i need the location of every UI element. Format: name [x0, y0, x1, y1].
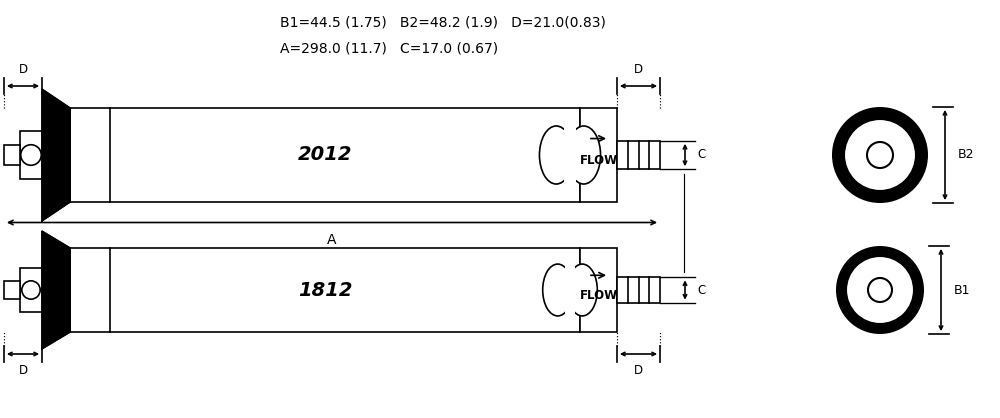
Text: C: C — [697, 148, 705, 161]
Text: A: A — [327, 232, 337, 247]
Bar — [580, 108, 617, 202]
Bar — [70, 248, 580, 332]
Bar — [20, 130, 42, 179]
Polygon shape — [42, 89, 70, 221]
Circle shape — [22, 281, 40, 299]
Text: C: C — [697, 283, 705, 296]
Bar — [617, 278, 660, 303]
Polygon shape — [42, 231, 70, 349]
Text: A=298.0 (11.7)   C=17.0 (0.67): A=298.0 (11.7) C=17.0 (0.67) — [280, 41, 498, 55]
Ellipse shape — [543, 264, 573, 316]
Text: 1812: 1812 — [298, 280, 352, 300]
Text: 2012: 2012 — [298, 145, 352, 165]
Bar — [564, 126, 576, 184]
Ellipse shape — [539, 126, 573, 184]
Circle shape — [21, 145, 41, 165]
Text: D: D — [18, 364, 28, 377]
Bar — [617, 141, 660, 169]
Ellipse shape — [567, 264, 597, 316]
Bar — [70, 108, 580, 202]
Text: FLOW: FLOW — [579, 288, 618, 301]
Text: B1: B1 — [954, 283, 970, 296]
Circle shape — [832, 107, 928, 203]
Text: D: D — [634, 63, 643, 76]
Text: FLOW: FLOW — [579, 154, 618, 167]
Bar — [4, 281, 20, 299]
Bar — [4, 145, 20, 166]
Text: D: D — [18, 63, 28, 76]
Circle shape — [868, 278, 892, 302]
Text: D: D — [634, 364, 643, 377]
Text: B2: B2 — [958, 148, 974, 161]
Circle shape — [846, 256, 914, 324]
Circle shape — [836, 246, 924, 334]
Bar — [565, 264, 575, 316]
Bar — [20, 268, 42, 312]
Ellipse shape — [567, 126, 601, 184]
Circle shape — [867, 142, 893, 168]
Circle shape — [844, 119, 916, 191]
Bar — [580, 248, 617, 332]
Text: B1=44.5 (1.75)   B2=48.2 (1.9)   D=21.0(0.83): B1=44.5 (1.75) B2=48.2 (1.9) D=21.0(0.83… — [280, 16, 606, 30]
